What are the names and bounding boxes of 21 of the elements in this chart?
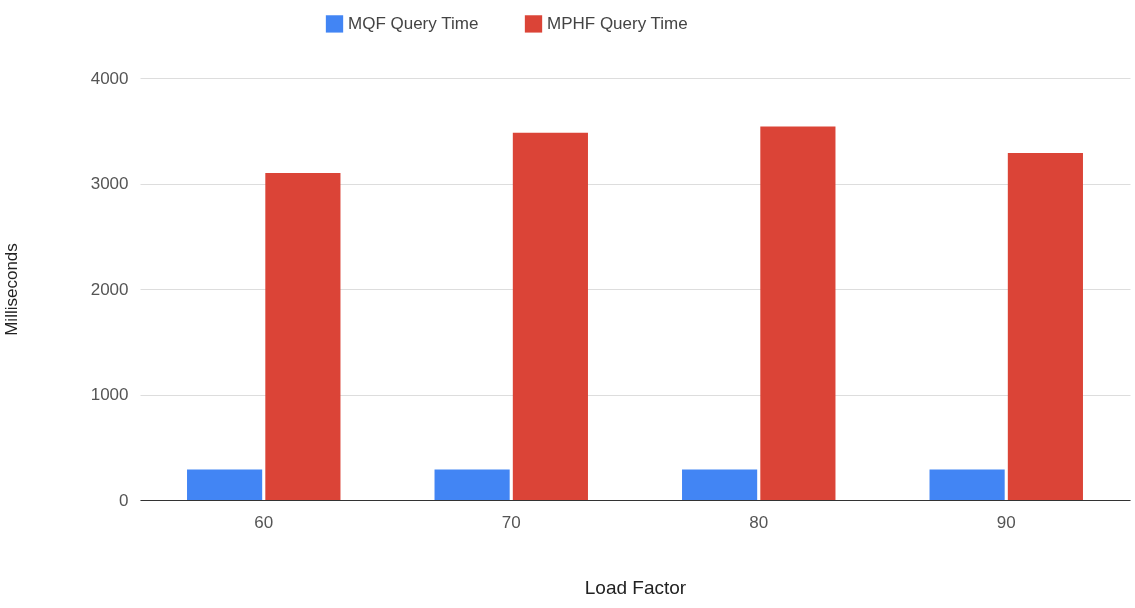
bar (434, 469, 510, 500)
legend-label: MQF Query Time (348, 13, 479, 33)
bar (682, 469, 758, 500)
x-tick-label: 80 (749, 512, 769, 532)
y-tick-label: 3000 (90, 174, 129, 193)
x-tick-label: 60 (254, 512, 274, 532)
bar (512, 132, 588, 500)
bar (187, 469, 263, 500)
x-tick-label: 70 (501, 512, 521, 532)
y-tick-label: 0 (119, 490, 129, 510)
legend-label: MPHF Query Time (547, 13, 688, 33)
y-axis-title: Milliseconds (1, 243, 21, 336)
y-tick-label: 2000 (90, 279, 129, 299)
x-axis-title: Load Factor (584, 576, 687, 598)
y-tick-label: 1000 (90, 385, 129, 404)
x-tick-label: 90 (996, 512, 1016, 532)
bar (1007, 152, 1083, 500)
bar (760, 126, 836, 500)
y-tick-label: 4000 (90, 68, 129, 88)
bar (929, 469, 1005, 500)
bar (265, 172, 341, 500)
